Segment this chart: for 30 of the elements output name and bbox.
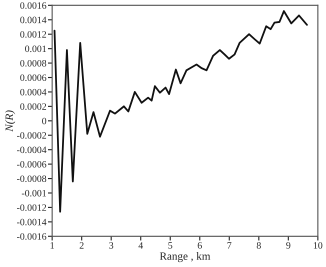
y-tick-label: -0.0012 xyxy=(16,204,46,211)
x-tick-label: 7 xyxy=(227,242,232,249)
y-tick-label: 0.0002 xyxy=(20,103,46,110)
y-tick-label: -0.0004 xyxy=(16,146,46,154)
x-tick-label: 8 xyxy=(256,242,261,249)
x-tick-label: 5 xyxy=(168,242,172,249)
y-tick-label: 0.001 xyxy=(25,46,46,52)
y-tick-label: 0.0012 xyxy=(20,31,46,38)
y-tick-label: -0.0008 xyxy=(16,175,46,182)
y-tick-label: -0.0014 xyxy=(16,218,46,226)
y-tick-label: -0.0016 xyxy=(16,233,46,240)
y-tick-label: 0.0008 xyxy=(20,60,46,67)
y-tick-label: 0.0014 xyxy=(20,16,46,24)
y-tick-label: 0 xyxy=(42,118,46,124)
y-tick-label: 0.0004 xyxy=(20,88,46,96)
x-tick-label: 9 xyxy=(286,242,290,249)
y-tick-label: -0.0002 xyxy=(16,132,46,139)
y-tick-label: 0.0006 xyxy=(20,74,46,82)
x-tick-label: 4 xyxy=(138,242,143,249)
x-tick-label: 2 xyxy=(80,242,84,249)
y-tick-label: -0.001 xyxy=(22,190,46,196)
x-tick-label: 3 xyxy=(109,242,114,249)
x-axis-title: Range , km xyxy=(160,252,210,262)
x-tick-label: 10 xyxy=(314,242,322,249)
x-tick-label: 6 xyxy=(198,242,202,249)
x-tick-label: 1 xyxy=(50,242,54,249)
y-tick-label: -0.0006 xyxy=(16,161,46,168)
y-axis-title: N(R) xyxy=(5,110,16,132)
line-series xyxy=(54,10,308,213)
y-tick-label: 0.0016 xyxy=(20,2,46,9)
